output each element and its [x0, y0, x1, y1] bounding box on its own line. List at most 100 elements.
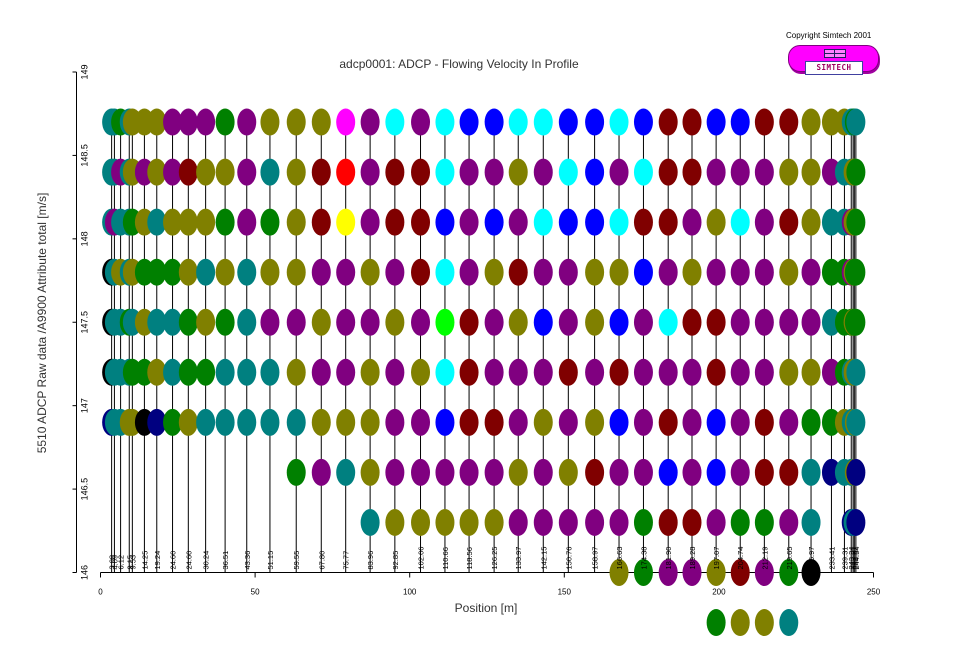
velocity-cell — [260, 358, 280, 386]
velocity-cell — [147, 358, 167, 386]
velocity-cell — [336, 158, 356, 186]
velocity-cell — [658, 108, 678, 136]
velocity-cell — [754, 458, 774, 486]
velocity-cell — [779, 408, 799, 436]
velocity-cell — [658, 408, 678, 436]
velocity-cell — [286, 408, 306, 436]
velocity-cell — [215, 158, 235, 186]
velocity-cell — [754, 559, 774, 586]
velocity-cell — [706, 158, 726, 186]
velocity-cell — [336, 208, 356, 236]
velocity-cell — [459, 358, 479, 386]
profile-position-label: 6.12 — [117, 555, 126, 570]
x-axis-label: Position [m] — [455, 601, 518, 615]
velocity-cell — [178, 308, 198, 336]
velocity-cell — [801, 158, 821, 186]
velocity-cell — [163, 408, 183, 436]
velocity-cell — [163, 358, 183, 386]
x-tick-label: 0 — [98, 588, 103, 597]
velocity-cell — [682, 358, 702, 386]
profile-position-label: 83.96 — [366, 551, 375, 570]
velocity-cell — [385, 258, 405, 286]
velocity-cell — [237, 158, 257, 186]
velocity-cell — [196, 258, 216, 286]
velocity-cell — [779, 258, 799, 286]
velocity-cell — [558, 258, 578, 286]
velocity-cell — [682, 208, 702, 236]
velocity-cell — [163, 308, 183, 336]
y-axis-label: 5510 ADCP Raw data /A9900 Attribute tota… — [35, 193, 49, 454]
x-tick-label: 100 — [403, 588, 417, 597]
velocity-cell — [286, 358, 306, 386]
velocity-cell — [311, 258, 331, 286]
velocity-cell — [459, 258, 479, 286]
velocity-cell — [779, 208, 799, 236]
velocity-cell — [846, 258, 866, 286]
velocity-cell — [508, 458, 528, 486]
velocity-cell — [459, 158, 479, 186]
velocity-cell — [609, 508, 629, 536]
velocity-cell — [585, 208, 605, 236]
velocity-cell — [260, 308, 280, 336]
velocity-cell — [706, 258, 726, 286]
velocity-cell — [196, 108, 216, 136]
velocity-cell — [163, 108, 183, 136]
velocity-cell — [658, 208, 678, 236]
velocity-cell — [801, 559, 821, 586]
velocity-cell — [435, 408, 455, 436]
velocity-cell — [846, 308, 866, 336]
velocity-cell — [360, 258, 380, 286]
velocity-cell — [435, 458, 455, 486]
y-tick-label: 149 — [80, 64, 90, 79]
velocity-cell — [682, 108, 702, 136]
x-tick-label: 50 — [251, 588, 260, 597]
velocity-cell — [609, 208, 629, 236]
profile-position-label: 19.24 — [153, 551, 162, 570]
velocity-cell — [508, 408, 528, 436]
velocity-cell — [682, 508, 702, 536]
profile-position-label: 118.56 — [465, 547, 474, 569]
velocity-cell — [706, 358, 726, 386]
velocity-cell — [730, 458, 750, 486]
velocity-cell — [237, 208, 257, 236]
velocity-cell — [484, 408, 504, 436]
velocity-cell — [821, 308, 841, 336]
profile-position-label: 197.07 — [712, 547, 721, 570]
velocity-cell — [215, 308, 235, 336]
velocity-cell — [196, 408, 216, 436]
profile-position-label: 30.24 — [202, 551, 211, 570]
chart-title: adcp0001: ADCP - Flowing Velocity In Pro… — [339, 57, 579, 71]
profile-position-label: 226.97 — [807, 547, 816, 570]
velocity-cell — [360, 508, 380, 536]
logo-emblem-icon — [824, 49, 846, 58]
velocity-cell — [147, 208, 167, 236]
velocity-cell — [821, 408, 841, 436]
velocity-cell — [585, 158, 605, 186]
velocity-cell — [633, 559, 653, 586]
profile-position-label: 51.15 — [266, 551, 275, 570]
velocity-cell — [801, 408, 821, 436]
velocity-cell — [558, 208, 578, 236]
velocity-cell — [196, 358, 216, 386]
velocity-cell — [147, 108, 167, 136]
velocity-cell — [846, 158, 866, 186]
y-tick-label: 147 — [80, 398, 90, 413]
velocity-cell — [730, 358, 750, 386]
velocity-cell — [508, 508, 528, 536]
velocity-cell — [459, 108, 479, 136]
velocity-cell — [508, 358, 528, 386]
profile-position-label: 67.80 — [317, 551, 326, 570]
velocity-cell — [633, 458, 653, 486]
profile-position-label: 174.38 — [639, 547, 648, 570]
logo-text: SIMTECH — [805, 61, 863, 75]
velocity-cell — [730, 158, 750, 186]
velocity-cell — [658, 158, 678, 186]
velocity-cell — [706, 208, 726, 236]
velocity-cell — [484, 258, 504, 286]
velocity-cell — [459, 458, 479, 486]
velocity-cell — [237, 408, 257, 436]
profile-position-label: 43.36 — [243, 551, 252, 570]
velocity-cell — [682, 408, 702, 436]
velocity-cell — [682, 308, 702, 336]
